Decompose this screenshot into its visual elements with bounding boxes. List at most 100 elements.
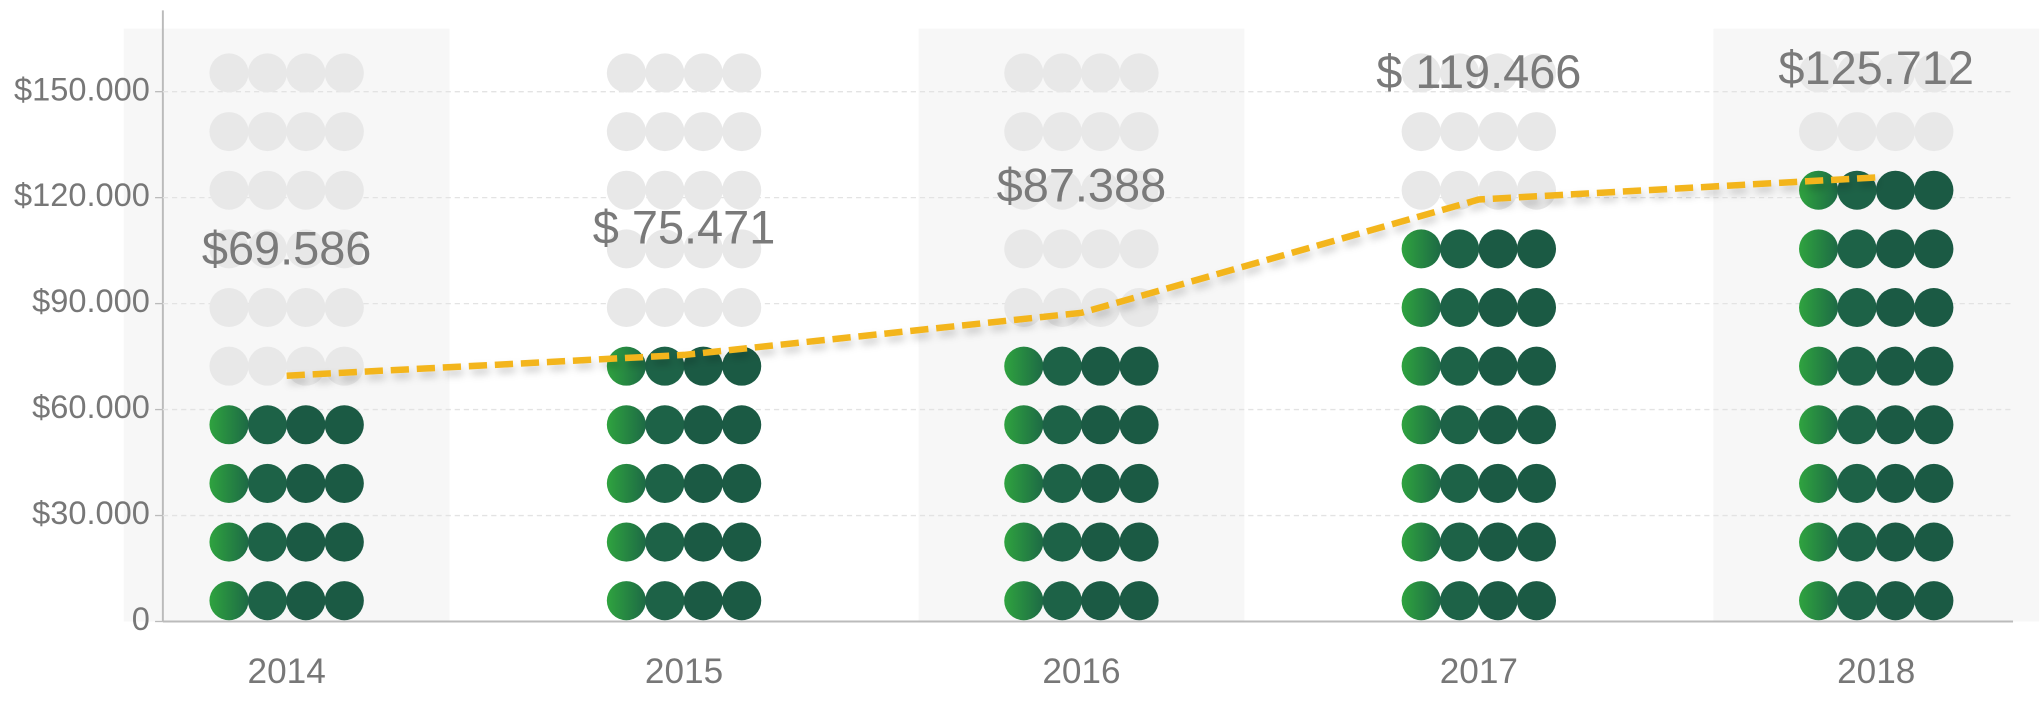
dot-filled xyxy=(1516,581,1557,621)
dot-filled xyxy=(1081,405,1121,445)
dot-filled xyxy=(1837,463,1877,503)
dot-filled xyxy=(1081,463,1121,503)
dot-filled xyxy=(1914,463,1954,503)
dot-empty xyxy=(1440,53,1480,93)
dot-empty xyxy=(247,170,287,210)
dot-filled xyxy=(1081,346,1121,386)
dot-empty xyxy=(286,53,326,93)
value-label: $ 119.466 xyxy=(1376,46,1581,98)
dot-filled xyxy=(1004,463,1044,503)
dot-empty xyxy=(722,53,762,93)
dot-empty xyxy=(1081,229,1121,269)
dot-filled xyxy=(1914,522,1954,562)
dot-filled xyxy=(1004,405,1044,445)
dot-filled xyxy=(1478,287,1518,328)
dot-filled xyxy=(286,522,326,562)
x-tick-label: 2018 xyxy=(1837,652,1915,691)
dot-filled xyxy=(209,463,249,503)
dot-filled xyxy=(1516,522,1557,562)
dot-empty xyxy=(286,112,326,152)
dot-empty xyxy=(1401,53,1441,93)
dot-filled xyxy=(1478,346,1518,386)
dot-empty xyxy=(1440,112,1480,152)
dot-filled xyxy=(1799,405,1839,445)
dot-empty xyxy=(606,53,646,93)
dot-empty xyxy=(683,112,723,152)
dot-filled xyxy=(1401,463,1441,503)
dot-empty xyxy=(1516,112,1557,152)
dot-filled xyxy=(1875,346,1915,386)
dot-filled xyxy=(1799,287,1839,328)
dot-filled xyxy=(286,463,326,503)
dot-empty xyxy=(1478,170,1518,210)
dot-filled xyxy=(1440,346,1480,386)
dot-filled xyxy=(1914,287,1954,328)
dot-filled xyxy=(324,581,364,621)
dot-filled xyxy=(1081,522,1121,562)
dot-empty xyxy=(247,346,287,386)
dot-empty xyxy=(722,287,762,328)
dot-filled xyxy=(1119,346,1159,386)
dot-filled xyxy=(683,581,723,621)
dot-filled xyxy=(1042,405,1082,445)
dot-filled xyxy=(1799,522,1839,562)
dot-filled xyxy=(286,405,326,445)
dot-empty xyxy=(286,287,326,328)
y-tick-label: 0 xyxy=(132,601,150,637)
dot-column xyxy=(1799,53,1954,621)
dot-filled xyxy=(1004,346,1044,386)
dot-filled xyxy=(722,581,762,621)
dot-empty xyxy=(683,170,723,210)
dot-filled xyxy=(1401,581,1441,621)
dot-empty xyxy=(722,229,762,269)
dot-filled xyxy=(683,522,723,562)
dot-empty xyxy=(247,53,287,93)
dot-filled xyxy=(1119,581,1159,621)
dot-empty xyxy=(1914,112,1954,152)
dot-filled xyxy=(1875,581,1915,621)
dot-filled xyxy=(1875,522,1915,562)
dot-empty xyxy=(1119,229,1159,269)
dot-filled xyxy=(1119,522,1159,562)
dot-empty xyxy=(722,170,762,210)
dot-empty xyxy=(683,53,723,93)
dot-filled xyxy=(1837,522,1877,562)
dot-filled xyxy=(606,346,646,386)
column-band xyxy=(1713,28,2040,622)
dot-empty xyxy=(1119,53,1159,93)
dot-filled xyxy=(1875,287,1915,328)
x-tick-label: 2014 xyxy=(248,652,326,691)
dot-empty xyxy=(324,53,364,93)
dot-filled xyxy=(1516,229,1557,269)
dot-empty xyxy=(324,287,364,328)
dot-empty xyxy=(1081,112,1121,152)
dot-filled xyxy=(1042,346,1082,386)
dot-empty xyxy=(1401,170,1441,210)
dot-empty xyxy=(606,170,646,210)
dot-empty xyxy=(1401,112,1441,152)
dot-column xyxy=(209,53,364,621)
y-tick-label: $120.000 xyxy=(14,177,150,213)
dot-empty xyxy=(286,346,326,386)
dot-filled xyxy=(722,346,762,386)
dot-empty xyxy=(209,170,249,210)
dot-filled xyxy=(1799,463,1839,503)
dot-filled xyxy=(1914,170,1954,210)
dot-filled xyxy=(645,581,685,621)
dot-empty xyxy=(324,346,364,386)
dot-filled xyxy=(1042,463,1082,503)
dot-filled xyxy=(722,405,762,445)
dot-filled xyxy=(324,463,364,503)
dot-filled xyxy=(1478,463,1518,503)
dot-empty xyxy=(1516,170,1557,210)
dot-filled xyxy=(1401,346,1441,386)
dot-empty xyxy=(1914,53,1954,93)
dot-filled xyxy=(209,405,249,445)
dot-filled xyxy=(1119,463,1159,503)
dot-filled xyxy=(1081,581,1121,621)
dot-filled xyxy=(1914,581,1954,621)
y-tick-label: $30.000 xyxy=(32,495,150,531)
dot-column xyxy=(606,53,762,621)
column-band xyxy=(123,28,450,622)
